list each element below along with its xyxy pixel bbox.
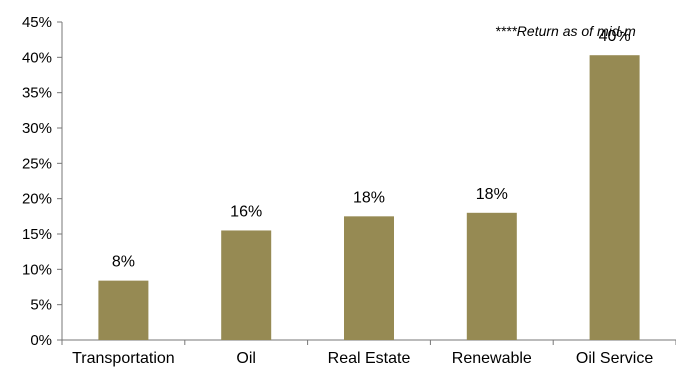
y-tick-label: 30% — [22, 120, 52, 137]
y-tick-label: 5% — [30, 297, 52, 314]
category-label: Real Estate — [328, 350, 411, 367]
y-tick-label: 35% — [22, 85, 52, 102]
data-label: 40% — [599, 28, 631, 45]
bar — [589, 55, 640, 341]
bar — [344, 216, 394, 340]
data-label: 16% — [230, 203, 262, 220]
category-label: Oil Service — [576, 350, 653, 367]
y-tick-label: 40% — [22, 49, 52, 66]
y-tick-label: 10% — [22, 261, 52, 278]
category-labels: Transportation Oil Real Estate Renewable Oil… — [61, 340, 676, 367]
y-axis-ticks: 0% 5% 10% 15% 20% 25% 30% 35% 40% 45% — [22, 14, 62, 349]
y-tick-label: 45% — [22, 14, 52, 31]
category-label: Transportation — [72, 350, 175, 367]
bars — [98, 55, 640, 341]
category-label: Renewable — [452, 350, 532, 367]
data-label: 18% — [353, 189, 385, 206]
y-tick-label: 25% — [22, 155, 52, 172]
y-tick-label: 0% — [30, 332, 52, 349]
y-tick-label: 15% — [22, 226, 52, 243]
bar — [466, 212, 517, 340]
chart-note: ****Return as of mid-m — [495, 23, 636, 39]
category-label: Oil — [236, 350, 256, 367]
bar — [221, 230, 272, 340]
data-label: 18% — [476, 186, 508, 203]
y-tick-label: 20% — [22, 191, 52, 208]
data-labels: 8% 16% 18% 18% 40% — [112, 28, 631, 270]
data-label: 8% — [112, 254, 135, 271]
bar — [98, 280, 149, 340]
